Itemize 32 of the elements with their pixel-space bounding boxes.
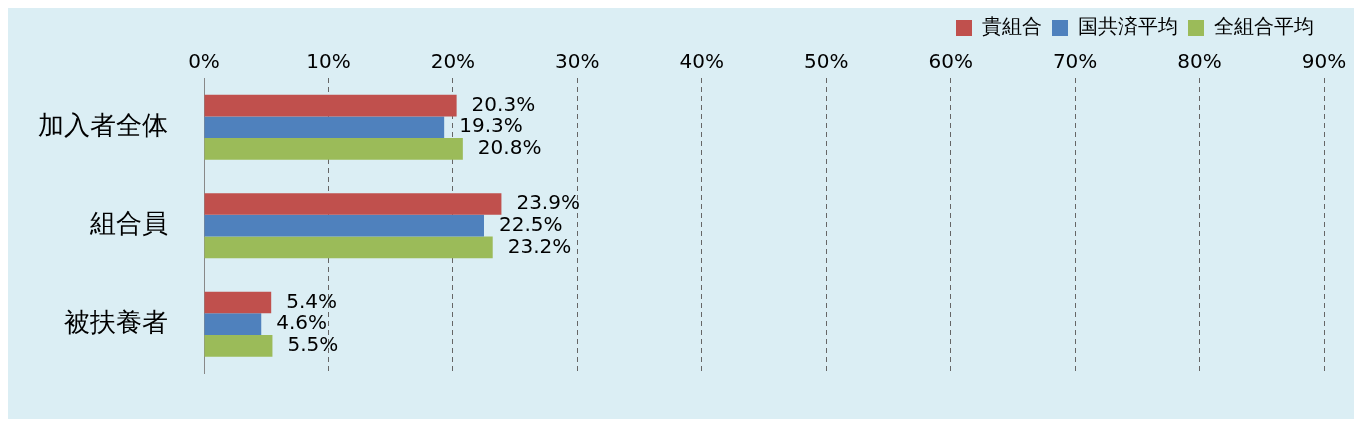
- data-label: 4.6%: [276, 310, 328, 335]
- data-label: 5.4%: [286, 288, 338, 313]
- bar: [204, 116, 445, 139]
- bar: [204, 236, 493, 259]
- x-tick-label: 20%: [430, 49, 476, 74]
- bar: [204, 291, 272, 314]
- legend-label: 国共済平均: [1078, 14, 1178, 39]
- x-tick-label: 90%: [1301, 49, 1347, 74]
- x-tick-label: 30%: [555, 49, 600, 74]
- legend-label: 貴組合: [982, 14, 1042, 39]
- bar: [204, 94, 457, 117]
- x-tick-label: 50%: [804, 49, 849, 74]
- x-tick-label: 0%: [188, 49, 220, 74]
- data-label: 20.8%: [477, 135, 542, 160]
- bar: [204, 138, 463, 160]
- x-tick-label: 40%: [679, 49, 724, 74]
- x-tick-label: 70%: [1052, 49, 1098, 74]
- bar: [204, 214, 484, 237]
- bar: [204, 335, 273, 357]
- y-tick-label: 組合員: [89, 208, 168, 239]
- data-label: 23.2%: [507, 233, 572, 258]
- x-tick-label: 60%: [928, 49, 973, 74]
- bar: [204, 193, 502, 215]
- x-tick-label: 10%: [306, 49, 351, 74]
- y-tick-label: 被扶養者: [64, 306, 168, 337]
- data-label: 20.3%: [471, 91, 536, 116]
- y-tick-label: 加入者全体: [38, 109, 168, 140]
- bar: [204, 313, 262, 335]
- legend-label: 全組合平均: [1214, 14, 1314, 39]
- data-label: 19.3%: [459, 113, 523, 138]
- data-label: 5.5%: [287, 332, 339, 357]
- x-tick-label: 80%: [1177, 49, 1222, 74]
